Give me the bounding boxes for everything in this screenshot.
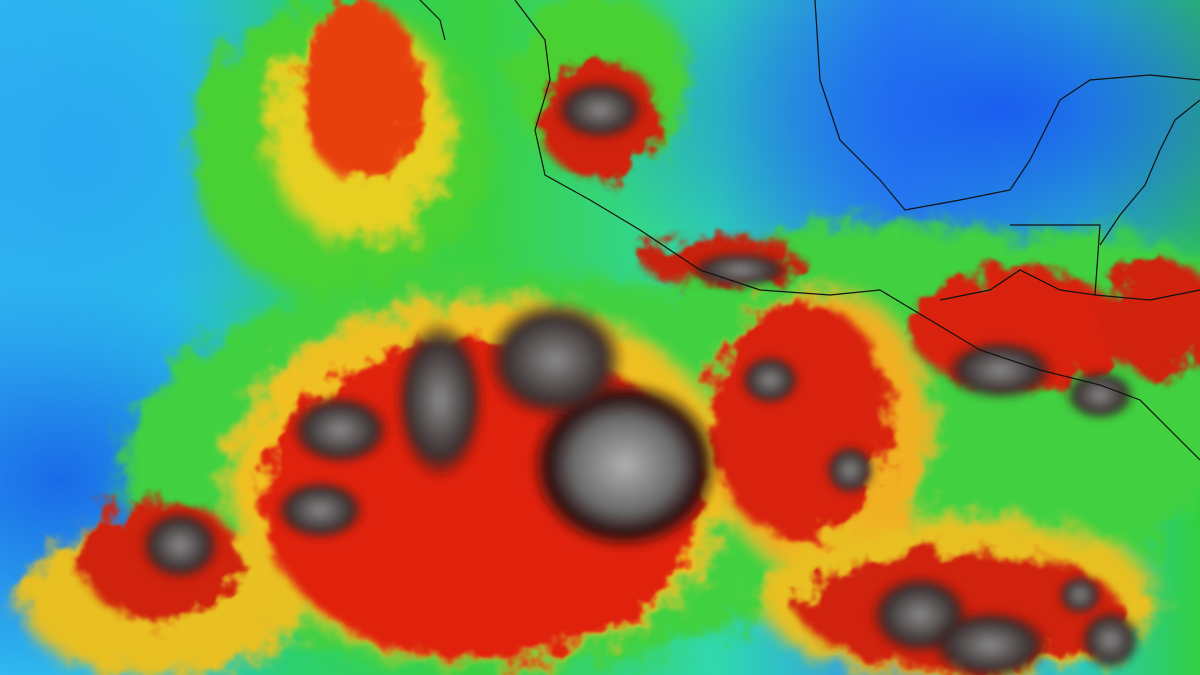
- cold-cloud-tops: [140, 80, 1140, 675]
- coastlines: [419, 0, 1200, 461]
- hurricane-core: [530, 380, 720, 550]
